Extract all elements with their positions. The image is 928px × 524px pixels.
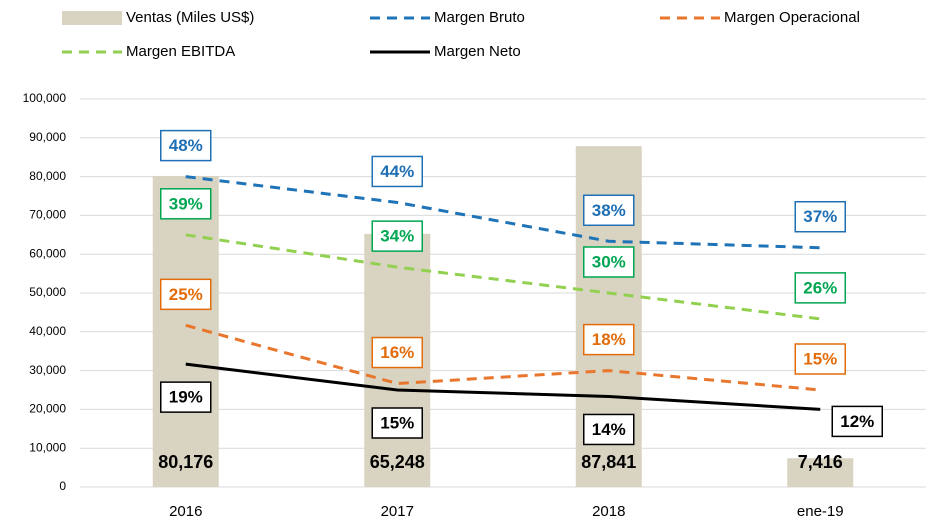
data-label-box — [371, 220, 423, 252]
data-label: 34% — [380, 227, 414, 246]
legend-swatch — [62, 11, 122, 25]
data-label: 26% — [803, 278, 837, 297]
data-label: 30% — [592, 252, 626, 271]
data-label-box — [160, 381, 212, 413]
x-tick-label: 2016 — [169, 503, 202, 520]
data-label-box — [160, 188, 212, 220]
legend-label: Margen Neto — [434, 43, 521, 60]
data-label-box — [794, 200, 846, 233]
data-label: 38% — [592, 201, 626, 220]
legend-label: Margen EBITDA — [126, 43, 235, 60]
data-label: 15% — [380, 413, 414, 432]
data-label: 44% — [380, 162, 414, 181]
y-tick-label: 90,000 — [29, 130, 66, 144]
data-label: 37% — [803, 207, 837, 226]
data-label-box — [583, 323, 635, 356]
data-label: 48% — [169, 136, 203, 155]
legend-label: Margen Operacional — [724, 9, 860, 26]
y-tick-label: 40,000 — [29, 324, 66, 338]
line — [185, 323, 821, 392]
data-label: 16% — [380, 343, 414, 362]
y-tick-label: 10,000 — [29, 440, 66, 454]
data-label-box — [371, 336, 423, 369]
data-label: 25% — [169, 285, 203, 304]
data-label-box — [160, 278, 212, 311]
data-label-box — [583, 413, 635, 446]
data-label: 18% — [592, 330, 626, 349]
data-label: 65,248 — [370, 452, 425, 472]
data-label-box — [371, 155, 423, 188]
y-tick-label: 100,000 — [23, 91, 67, 105]
data-label-box — [160, 129, 212, 162]
y-tick-label: 80,000 — [29, 169, 66, 183]
data-label: 15% — [803, 349, 837, 368]
y-tick-label: 50,000 — [29, 285, 66, 299]
data-label: 14% — [592, 420, 626, 439]
data-label: 87,841 — [581, 452, 636, 472]
y-tick-label: 30,000 — [29, 363, 66, 377]
y-tick-label: 60,000 — [29, 246, 66, 260]
legend-label: Margen Bruto — [434, 9, 525, 26]
line — [185, 175, 821, 250]
data-label: 7,416 — [798, 452, 843, 472]
data-label-box — [794, 272, 846, 304]
bar — [787, 458, 854, 487]
legend-label: Ventas (Miles US$) — [126, 9, 254, 26]
data-label-box — [831, 405, 883, 438]
data-label-box — [583, 194, 635, 227]
x-tick-label: 2018 — [592, 503, 625, 520]
data-label: 12% — [840, 412, 874, 431]
line — [185, 233, 821, 321]
x-tick-label: 2017 — [381, 503, 414, 520]
y-tick-label: 0 — [59, 479, 66, 493]
y-tick-label: 20,000 — [29, 402, 66, 416]
data-label: 39% — [169, 194, 203, 213]
data-label: 80,176 — [158, 452, 213, 472]
data-label-box — [794, 343, 846, 375]
line — [185, 362, 821, 411]
data-label-box — [583, 246, 635, 278]
data-label: 19% — [169, 388, 203, 407]
x-tick-label: ene-19 — [797, 503, 844, 520]
data-label-box — [371, 407, 423, 439]
y-tick-label: 70,000 — [29, 208, 66, 222]
